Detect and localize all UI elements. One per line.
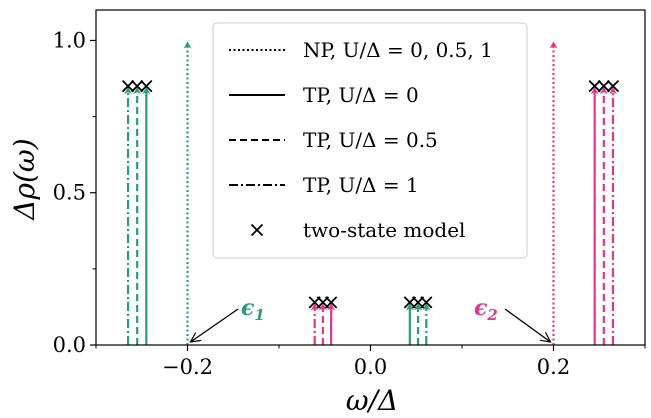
two-state-marker — [597, 79, 610, 93]
x-axis-label: ω/Δ — [346, 384, 399, 417]
y-tick-label: 0.5 — [53, 181, 86, 205]
legend-box — [212, 22, 528, 259]
two-state-marker — [606, 79, 620, 93]
legend-label: NP, U/Δ = 0, 0.5, 1 — [303, 38, 493, 62]
annotation-arrow — [191, 308, 239, 342]
legend-marker-x-icon — [250, 223, 264, 237]
y-axis-label: Δρ(ω) — [8, 138, 41, 220]
legend-entry: TP, U/Δ = 0.5 — [229, 128, 438, 152]
y-tick-label: 0.0 — [53, 333, 86, 357]
annotation-arrow — [504, 308, 551, 342]
legend-label: TP, U/Δ = 0 — [303, 83, 419, 107]
two-state-marker — [420, 296, 433, 309]
legend-label: two-state model — [303, 218, 465, 242]
two-state-marker — [131, 79, 144, 93]
legend-entry: TP, U/Δ = 0 — [229, 83, 419, 107]
legend-label: TP, U/Δ = 0.5 — [303, 128, 438, 152]
x-tick-label: 0.0 — [354, 355, 387, 379]
legend-entry: NP, U/Δ = 0, 0.5, 1 — [229, 38, 493, 62]
x-tick-label: 0.2 — [537, 355, 570, 379]
two-state-marker — [140, 79, 153, 93]
annotation-label: ϵ1 — [241, 295, 265, 324]
legend-entry: two-state model — [250, 218, 465, 242]
y-tick-label: 1.0 — [53, 28, 86, 52]
x-tick-label: −0.2 — [162, 355, 213, 379]
two-state-marker — [588, 79, 601, 93]
legend-label: TP, U/Δ = 1 — [303, 173, 419, 197]
annotation-label: ϵ2 — [474, 295, 498, 324]
legend-entry: TP, U/Δ = 1 — [229, 173, 419, 197]
two-state-marker — [325, 296, 338, 309]
two-state-marker — [121, 79, 135, 93]
